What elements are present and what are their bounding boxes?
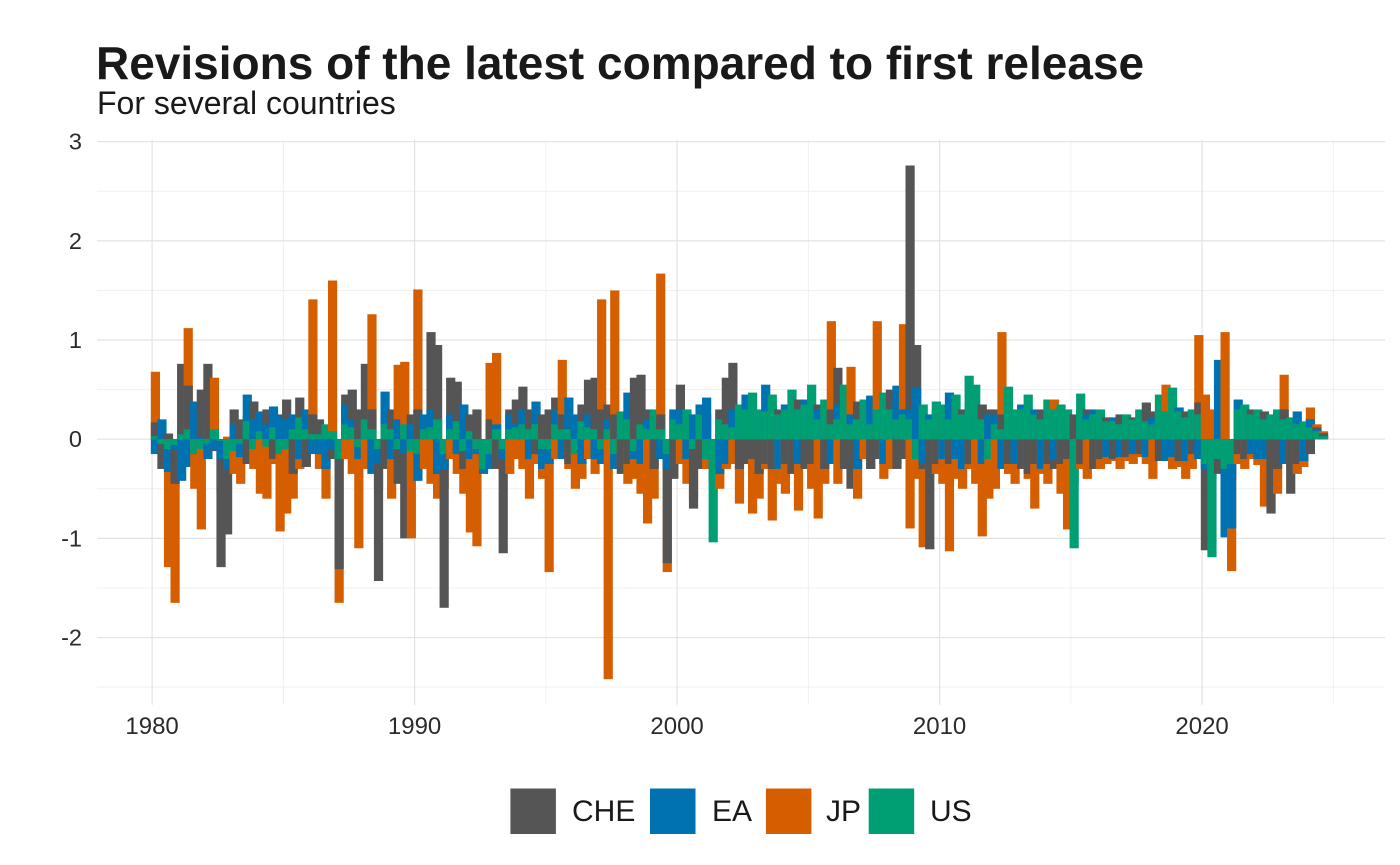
svg-text:CHE: CHE	[572, 795, 635, 828]
svg-text:0: 0	[69, 426, 82, 452]
svg-text:3: 3	[69, 129, 82, 155]
svg-text:JP: JP	[826, 795, 861, 828]
svg-text:2010: 2010	[913, 713, 966, 740]
svg-text:US: US	[930, 795, 972, 828]
svg-text:1980: 1980	[125, 713, 178, 740]
svg-text:2020: 2020	[1175, 713, 1228, 740]
svg-text:For several countries: For several countries	[97, 85, 396, 121]
svg-text:Revisions of the latest compar: Revisions of the latest compared to firs…	[96, 37, 1144, 89]
svg-text:EA: EA	[712, 795, 752, 828]
svg-text:2000: 2000	[650, 713, 703, 740]
svg-text:-1: -1	[61, 525, 82, 551]
svg-text:-2: -2	[61, 625, 82, 651]
svg-text:1990: 1990	[388, 713, 441, 740]
svg-text:2: 2	[69, 228, 82, 254]
svg-text:1: 1	[69, 327, 82, 353]
